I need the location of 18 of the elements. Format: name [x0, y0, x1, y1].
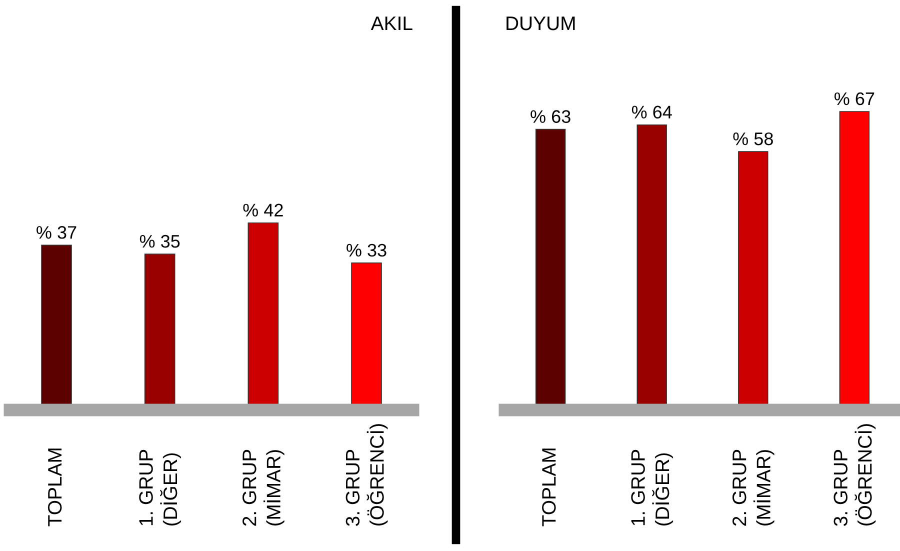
chart-title: AKIL — [370, 16, 412, 30]
x-tick-label: 3. GRUP (ÖĞRENCİ) — [346, 424, 388, 526]
data-label: % 64 — [632, 106, 672, 119]
x-tick-label: TOPLAM — [48, 448, 62, 526]
x-tick-label: 1. GRUP (DİĞER) — [139, 450, 182, 526]
x-tick-label: 2. GRUP (MİMAR) — [242, 450, 284, 526]
chart-title: DUYUM — [506, 16, 575, 30]
data-label: % 33 — [346, 244, 386, 257]
data-label: % 42 — [243, 204, 283, 216]
data-label: % 58 — [733, 132, 773, 146]
x-tick-label: 2. GRUP (MİMAR) — [732, 450, 774, 526]
data-label: % 37 — [36, 226, 76, 239]
data-label: % 35 — [140, 234, 180, 248]
x-tick-label: 1. GRUP (DİĞER) — [631, 450, 674, 526]
data-label: % 63 — [530, 110, 570, 123]
x-tick-label: 3. GRUP (ÖĞRENCİ) — [834, 424, 876, 526]
x-tick-label: TOPLAM — [542, 448, 556, 526]
data-label: % 67 — [834, 92, 874, 106]
